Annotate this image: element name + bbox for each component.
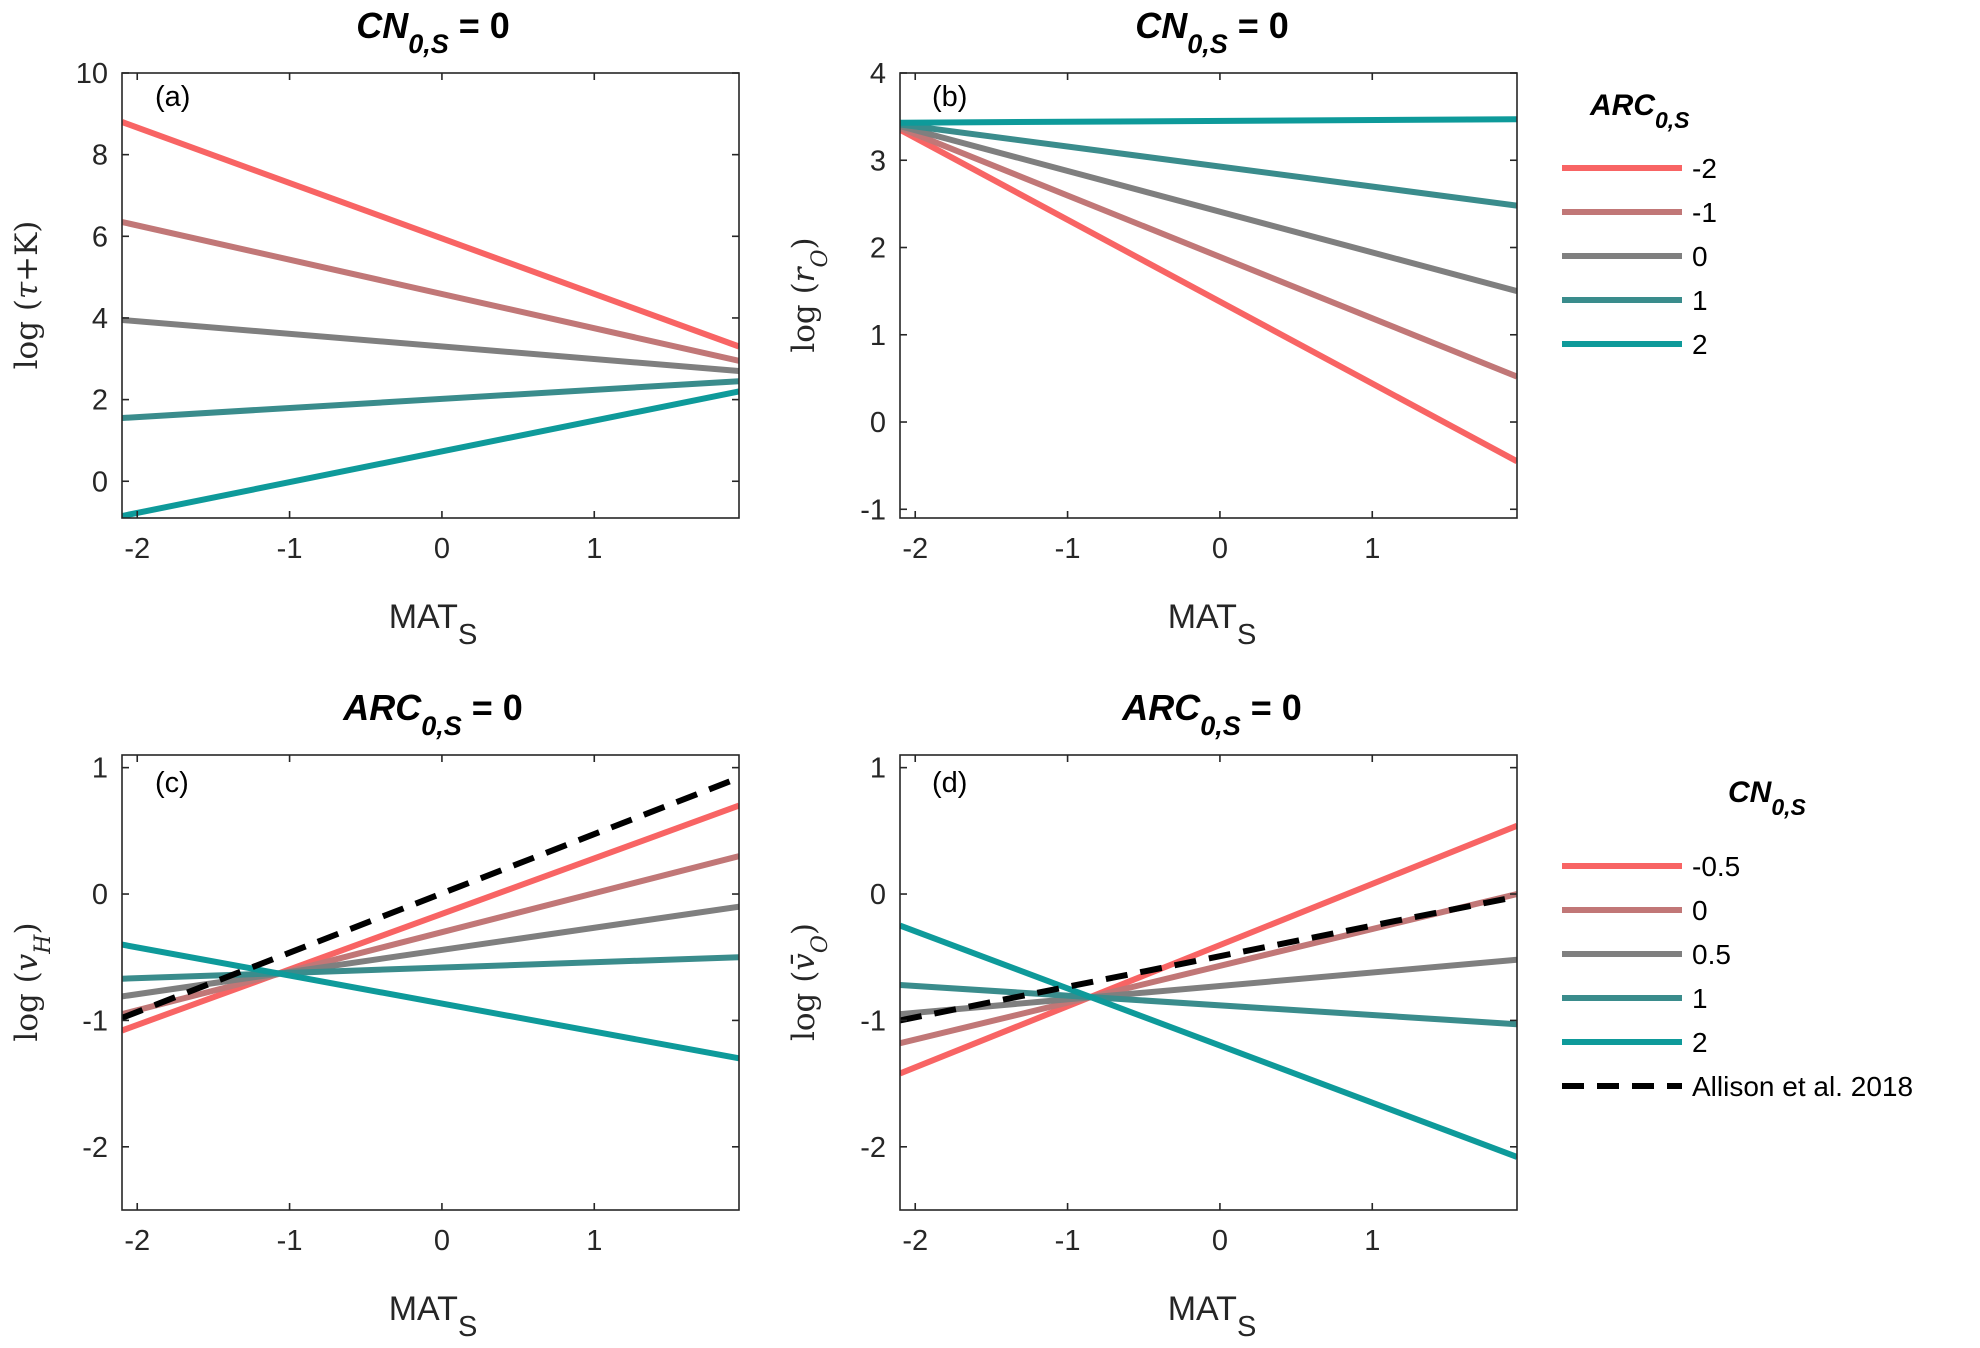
legend-top-entry-label: -1 bbox=[1692, 197, 1717, 228]
legend-bottom-entry-label: 1 bbox=[1692, 983, 1708, 1014]
panel-b-ytick-label: -1 bbox=[860, 494, 886, 526]
panel-a-ytick-label: 10 bbox=[76, 58, 108, 90]
panel-a-ytick-label: 2 bbox=[92, 385, 108, 417]
panel-d-xlabel: MATS bbox=[1168, 1290, 1257, 1343]
panel-c-label: (c) bbox=[155, 767, 189, 799]
panel-b-title: CN0,S = 0 bbox=[1135, 5, 1289, 59]
panel-c: ARC0,S = 0 (c) -2 -1 0 1 -2 -1 0 1 MATS log (vH… bbox=[9, 687, 740, 1343]
panel-b-ytick-label: 0 bbox=[870, 407, 886, 439]
panel-d-label: (d) bbox=[932, 767, 967, 799]
panel-c-series-4 bbox=[122, 941, 739, 1062]
panel-a-xtick-label: -2 bbox=[124, 533, 150, 565]
panel-d-ytick-label: 1 bbox=[870, 753, 886, 785]
panel-b-ylabel: log (rO) bbox=[786, 237, 833, 352]
panel-c-axes-box bbox=[121, 754, 740, 1211]
panel-a-ytick-label: 0 bbox=[92, 466, 108, 498]
legend-top-entry-label: -2 bbox=[1692, 153, 1717, 184]
panel-b-xtick-label: 0 bbox=[1212, 533, 1228, 565]
panel-b: CN0,S = 0 (b) -2 -1 0 1 -1 0 1 2 3 4 MATS log (rO… bbox=[786, 5, 1518, 651]
panel-b-ytick-label: 2 bbox=[870, 233, 886, 265]
panel-d-series-1 bbox=[900, 891, 1517, 1047]
panel-c-xtick-label: 1 bbox=[586, 1225, 602, 1257]
panel-d-series-0 bbox=[900, 823, 1517, 1077]
panel-b-axes-box bbox=[899, 72, 1518, 519]
legend-top-title: ARC0,S bbox=[1589, 89, 1690, 133]
panel-d-title: ARC0,S = 0 bbox=[1121, 687, 1302, 741]
panel-b-label: (b) bbox=[932, 81, 967, 113]
panel-c-title: ARC0,S = 0 bbox=[342, 687, 523, 741]
panel-a-axes-box bbox=[121, 72, 740, 519]
panel-a-xtick-label: 1 bbox=[586, 533, 602, 565]
legend-bottom-title: CN0,S bbox=[1728, 776, 1807, 820]
panel-c-xtick-label: -1 bbox=[277, 1225, 303, 1257]
legend-top-entry-label: 2 bbox=[1692, 329, 1708, 360]
panel-b-ytick-label: 3 bbox=[870, 145, 886, 177]
legend-bottom: CN0,S -0.5 0 0.5 1 2 Allison et al. 2018 bbox=[1562, 776, 1913, 1102]
panel-a-series-2 bbox=[122, 317, 739, 374]
panel-b-xtick-label: -1 bbox=[1055, 533, 1081, 565]
panel-c-series-5 bbox=[122, 775, 739, 1021]
panel-d-ylabel: log (v̄O) bbox=[786, 923, 833, 1041]
panel-d-xtick-label: -1 bbox=[1055, 1225, 1081, 1257]
panel-c-xlabel: MATS bbox=[389, 1290, 478, 1343]
panel-b-series-1 bbox=[900, 125, 1517, 380]
panel-b-series-3 bbox=[900, 121, 1517, 209]
panel-c-ytick-label: 0 bbox=[92, 879, 108, 911]
panel-d-xtick-label: -2 bbox=[902, 1225, 928, 1257]
panel-c-xtick-label: -2 bbox=[124, 1225, 150, 1257]
panel-c-xtick-label: 0 bbox=[434, 1225, 450, 1257]
legend-bottom-entry-label: 2 bbox=[1692, 1027, 1708, 1058]
panel-a-ytick-label: 6 bbox=[92, 221, 108, 253]
panel-b-ytick-label: 4 bbox=[870, 58, 886, 90]
panel-b-ytick-label: 1 bbox=[870, 320, 886, 352]
panel-c-ylabel: log (vH) bbox=[9, 922, 56, 1041]
panel-b-series-2 bbox=[900, 123, 1517, 294]
panel-b-series-0 bbox=[900, 127, 1517, 464]
panel-a-series-4 bbox=[122, 388, 739, 518]
panel-c-ytick-label: -2 bbox=[82, 1132, 108, 1164]
panel-a-ylabel: log (τ+K) bbox=[9, 221, 45, 370]
panel-c-ytick-label: 1 bbox=[92, 753, 108, 785]
panel-b-xtick-label: 1 bbox=[1364, 533, 1380, 565]
panel-b-xlabel: MATS bbox=[1168, 598, 1257, 651]
panel-d-series-4 bbox=[900, 922, 1517, 1160]
panel-a-series-3 bbox=[122, 378, 739, 421]
panel-d-axes-box bbox=[899, 754, 1518, 1211]
legend-bottom-entry-label: -0.5 bbox=[1692, 851, 1740, 882]
panel-a-series-1 bbox=[122, 219, 739, 364]
panel-d-series-3 bbox=[900, 982, 1517, 1028]
panel-b-xtick-label: -2 bbox=[902, 533, 928, 565]
panel-a-label: (a) bbox=[155, 81, 190, 113]
panel-c-series-1 bbox=[122, 853, 739, 1018]
panel-b-series-4 bbox=[900, 116, 1517, 126]
panel-d: ARC0,S = 0 (d) -2 -1 0 1 -2 -1 0 1 MATS log (v̄… bbox=[786, 687, 1518, 1343]
panel-a-ytick-label: 8 bbox=[92, 140, 108, 172]
panel-d-ytick-label: -1 bbox=[860, 1005, 886, 1037]
panel-c-ytick-label: -1 bbox=[82, 1005, 108, 1037]
panel-c-series-2 bbox=[122, 903, 739, 1000]
panel-a-xtick-label: 0 bbox=[434, 533, 450, 565]
legend-top-entry-label: 1 bbox=[1692, 285, 1708, 316]
panel-a-xtick-label: -1 bbox=[277, 533, 303, 565]
legend-top-entry-label: 0 bbox=[1692, 241, 1708, 272]
legend-bottom-entry-label: Allison et al. 2018 bbox=[1692, 1071, 1913, 1102]
panel-d-xtick-label: 0 bbox=[1212, 1225, 1228, 1257]
panel-a-ytick-label: 4 bbox=[92, 303, 108, 335]
panel-d-xtick-label: 1 bbox=[1364, 1225, 1380, 1257]
legend-top: ARC0,S -2 -1 0 1 2 bbox=[1562, 89, 1717, 360]
panel-a-xlabel: MATS bbox=[389, 598, 478, 651]
legend-bottom-entry-label: 0 bbox=[1692, 895, 1708, 926]
panel-d-ytick-label: -2 bbox=[860, 1132, 886, 1164]
panel-d-ytick-label: 0 bbox=[870, 879, 886, 911]
panel-d-series-2 bbox=[900, 956, 1517, 1018]
panel-c-series-0 bbox=[122, 802, 739, 1034]
legend-bottom-entry-label: 0.5 bbox=[1692, 939, 1731, 970]
panel-a-series-0 bbox=[122, 119, 739, 350]
panel-a-title: CN0,S = 0 bbox=[356, 5, 510, 59]
